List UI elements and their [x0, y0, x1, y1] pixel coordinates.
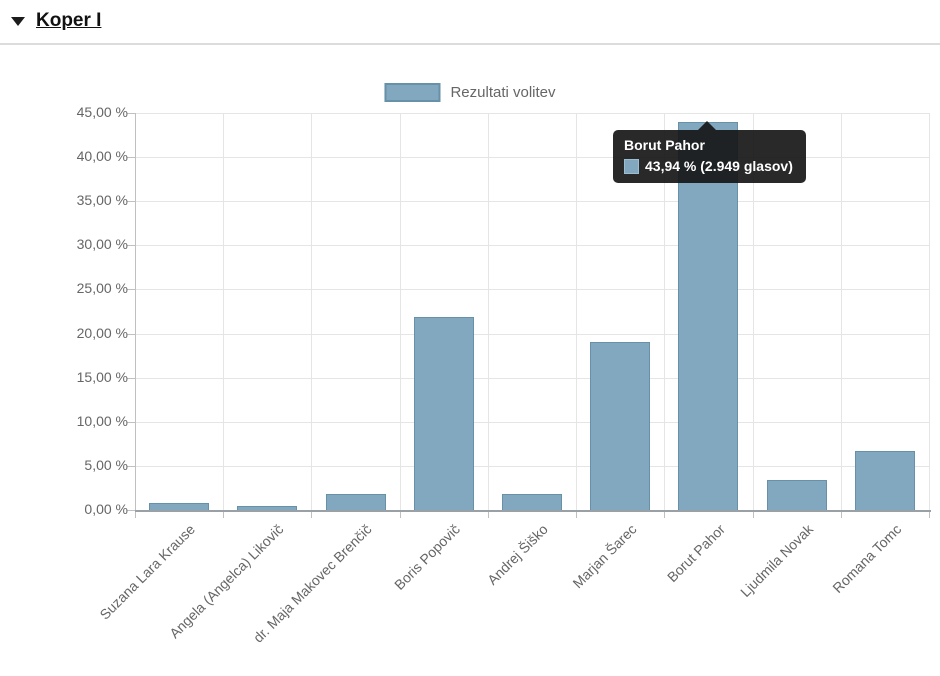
- x-axis-label-borut-pahor: Borut Pahor: [663, 521, 728, 586]
- y-axis-line: [135, 113, 136, 510]
- bar-andrej-sisko[interactable]: [502, 494, 562, 510]
- h-gridline: [135, 421, 929, 423]
- v-gridline: [752, 113, 754, 510]
- y-axis-label: 40,00 %: [76, 148, 128, 165]
- y-axis-label: 10,00 %: [76, 412, 128, 429]
- x-axis-tick: [664, 512, 666, 518]
- y-axis-tick: [127, 289, 135, 291]
- y-axis-label: 20,00 %: [76, 324, 128, 341]
- y-axis-tick: [127, 113, 135, 114]
- y-axis-label: 0,00 %: [84, 501, 128, 517]
- x-axis-tick: [399, 512, 401, 518]
- tooltip-value: 43,94 % (2.949 glasov): [645, 158, 793, 174]
- bar-borut-pahor[interactable]: [678, 122, 739, 510]
- tooltip: Borut Pahor 43,94 % (2.949 glasov): [613, 121, 806, 183]
- x-axis-label-ljudmila-novak: Ljudmila Novak: [736, 521, 816, 600]
- v-gridline: [311, 113, 313, 510]
- collapse-triangle-icon[interactable]: [11, 16, 25, 26]
- x-axis-label-suzana-lara-krause: Suzana Lara Krause: [96, 521, 199, 623]
- legend-swatch: [384, 83, 441, 102]
- tooltip-title: Borut Pahor: [624, 137, 705, 153]
- v-gridline: [399, 113, 401, 510]
- y-axis-label: 25,00 %: [76, 280, 128, 297]
- x-axis-tick: [311, 512, 313, 518]
- section-title-link[interactable]: Koper I: [36, 10, 102, 31]
- y-axis-tick: [127, 377, 135, 379]
- bar-ljudmila-novak[interactable]: [766, 480, 827, 510]
- bar-dr-maja-makovec-brencic[interactable]: [325, 494, 386, 510]
- v-gridline: [840, 113, 842, 510]
- h-gridline: [135, 245, 929, 247]
- y-axis-tick: [127, 465, 135, 467]
- y-axis-label: 45,00 %: [76, 104, 128, 120]
- v-gridline: [664, 113, 666, 510]
- h-gridline: [135, 113, 929, 114]
- y-axis-tick: [127, 510, 135, 511]
- x-axis-tick: [752, 512, 754, 518]
- v-gridline: [223, 113, 225, 510]
- h-gridline: [135, 201, 929, 203]
- h-gridline: [135, 465, 929, 467]
- x-axis-line: [135, 510, 931, 512]
- y-axis-tick: [127, 245, 135, 247]
- y-axis-tick: [127, 333, 135, 335]
- section-header: Koper I: [0, 0, 940, 42]
- header-divider: [0, 43, 940, 45]
- x-axis-label-andrej-sisko: Andrej Šiško: [484, 521, 552, 588]
- v-gridline: [487, 113, 489, 510]
- bar-boris-popovic[interactable]: [413, 316, 474, 510]
- y-axis-tick: [127, 421, 135, 423]
- x-axis-label-marjan-sarec: Marjan Šarec: [569, 521, 640, 592]
- y-axis-label: 30,00 %: [76, 236, 128, 253]
- tooltip-value-line: 43,94 % (2.949 glasov): [624, 158, 793, 174]
- y-axis-label: 35,00 %: [76, 192, 128, 209]
- x-axis-tick: [576, 512, 578, 518]
- h-gridline: [135, 333, 929, 335]
- y-axis-label: 15,00 %: [76, 368, 128, 385]
- y-axis-tick: [127, 157, 135, 159]
- x-axis-tick: [223, 512, 225, 518]
- x-axis-label-romana-tomc: Romana Tomc: [829, 521, 905, 596]
- bar-angela-angelca-likovic[interactable]: [237, 505, 298, 510]
- x-axis-tick: [840, 512, 842, 518]
- bar-suzana-lara-krause[interactable]: [149, 502, 210, 510]
- legend-label: Rezultati volitev: [450, 84, 556, 101]
- h-gridline: [135, 289, 929, 291]
- y-axis-tick: [127, 201, 135, 203]
- tooltip-arrow-icon: [698, 121, 716, 130]
- tooltip-series-swatch: [624, 158, 639, 174]
- h-gridline: [135, 377, 929, 379]
- bar-romana-tomc[interactable]: [854, 450, 915, 510]
- x-axis-tick: [929, 512, 930, 518]
- legend[interactable]: Rezultati volitev: [384, 83, 556, 102]
- y-axis-label: 5,00 %: [84, 456, 128, 473]
- h-gridline: [135, 157, 929, 159]
- x-axis-tick: [135, 512, 136, 518]
- v-gridline: [929, 113, 930, 510]
- bar-marjan-sarec[interactable]: [590, 342, 651, 510]
- x-axis-tick: [487, 512, 489, 518]
- x-axis-label-boris-popovic: Boris Popovič: [391, 521, 464, 593]
- v-gridline: [576, 113, 578, 510]
